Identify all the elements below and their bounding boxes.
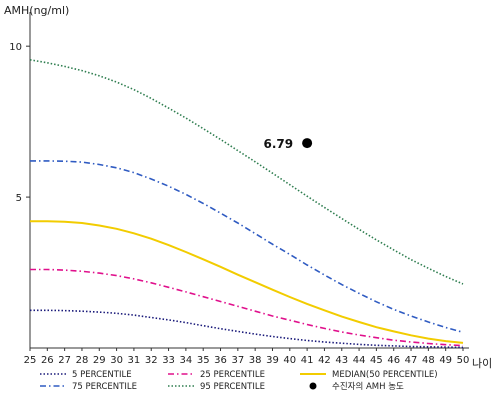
series-line-95-percentile [29, 59, 464, 285]
legend-swatch-patient-point [309, 382, 317, 390]
x-tick-label: 43 [335, 355, 348, 366]
y-axis-title: AMH(ng/ml) [4, 4, 69, 17]
y-tick-label: 10 [9, 42, 22, 53]
x-tick-label: 49 [439, 355, 452, 366]
x-tick-label: 44 [353, 355, 366, 366]
axes [29, 12, 469, 349]
series-line-5-percentile [30, 309, 464, 349]
patient-amh-value-label: 6.79 [264, 137, 294, 151]
y-ticks: 5 10 [9, 42, 30, 204]
legend-label-median-50-percentile: MEDIAN(50 PERCENTILE) [332, 370, 438, 380]
x-tick-label: 33 [162, 355, 175, 366]
series-layer [29, 59, 464, 349]
legend-label-5-percentile: 5 PERCENTILE [72, 370, 132, 380]
x-tick-label: 37 [231, 355, 244, 366]
x-tick-label: 25 [24, 355, 37, 366]
patient-amh-point [302, 138, 313, 149]
legend: 5 PERCENTILE 25 PERCENTILE MEDIAN(50 PERCE… [40, 370, 438, 392]
x-tick-label: 32 [145, 355, 158, 366]
x-tick-label: 41 [301, 355, 314, 366]
legend-label-75-percentile: 75 PERCENTILE [72, 382, 137, 392]
x-tick-label: 39 [266, 355, 279, 366]
legend-label-25-percentile: 25 PERCENTILE [200, 370, 265, 380]
series-line-25-percentile [30, 268, 464, 347]
x-tick-label: 38 [249, 355, 262, 366]
x-tick-label: 28 [76, 355, 89, 366]
series-line-median-50-percentile [30, 220, 464, 344]
x-tick-label: 34 [180, 355, 193, 366]
x-tick-label: 42 [318, 355, 331, 366]
x-tick-label: 47 [405, 355, 418, 366]
x-tick-label: 31 [128, 355, 141, 366]
x-tick-label: 29 [93, 355, 106, 366]
x-ticks: 25 26 27 28 29 30 31 32 33 34 35 36 37 38 39 40 41 42 43 44… [24, 348, 470, 366]
x-tick-label: 40 [283, 355, 296, 366]
x-axis-title: 나이 [472, 357, 492, 370]
legend-label-patient-point: 수진자의 AMH 농도 [332, 381, 404, 392]
y-tick-label: 5 [16, 193, 22, 204]
x-tick-label: 45 [370, 355, 383, 366]
x-tick-label: 50 [457, 355, 470, 366]
x-tick-label: 48 [422, 355, 435, 366]
x-tick-label: 30 [110, 355, 123, 366]
x-tick-label: 35 [197, 355, 210, 366]
x-tick-label: 27 [58, 355, 71, 366]
legend-label-95-percentile: 95 PERCENTILE [200, 382, 265, 392]
x-tick-label: 36 [214, 355, 227, 366]
patient-point-layer: 6.79 [264, 137, 313, 151]
series-line-75-percentile [30, 160, 464, 334]
x-tick-label: 26 [41, 355, 54, 366]
x-tick-label: 46 [387, 355, 400, 366]
